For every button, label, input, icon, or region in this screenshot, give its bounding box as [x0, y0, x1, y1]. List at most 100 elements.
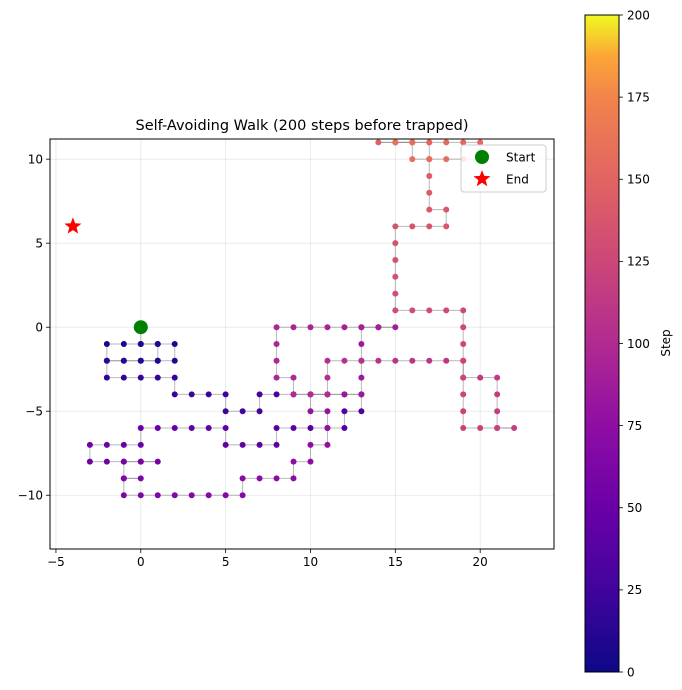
walk-point	[290, 475, 297, 482]
walk-point	[70, 39, 76, 45]
walk-point	[409, 89, 415, 95]
walk-point	[137, 458, 144, 465]
walk-point	[222, 391, 229, 398]
walk-point	[154, 357, 161, 364]
walk-point	[375, 324, 382, 331]
walk-point	[290, 324, 297, 331]
y-axis: −10 −5 0 5 10	[18, 152, 50, 503]
walk-point	[239, 408, 246, 415]
walk-point	[120, 374, 127, 381]
colorbar-tick-label: 150	[627, 173, 650, 187]
colorbar-tick-label: 75	[627, 419, 642, 433]
walk-point	[172, 89, 178, 95]
walk-point	[87, 89, 93, 95]
x-axis: −5 0 5 10 15 20	[47, 549, 488, 569]
walk-point	[375, 139, 382, 146]
colorbar: 0 25 50 75 100 125 150 175 200 Step	[584, 8, 673, 679]
walk-point	[409, 139, 416, 146]
walk-point	[392, 55, 398, 61]
walk-point	[70, 22, 76, 28]
walk-point	[392, 89, 398, 95]
walk-point	[86, 441, 93, 448]
walk-point	[171, 374, 178, 381]
walk-point	[171, 492, 178, 499]
walk-point	[392, 89, 398, 95]
walk-point	[188, 391, 195, 398]
walk-point	[120, 441, 127, 448]
walk-point	[341, 357, 348, 364]
walk-point	[104, 89, 110, 95]
walk-point	[460, 374, 467, 381]
walk-point	[460, 357, 467, 364]
walk-point	[426, 223, 433, 230]
walk-point	[358, 408, 365, 415]
walk-point	[87, 72, 93, 78]
walk-point	[358, 357, 365, 364]
walk-point	[189, 89, 195, 95]
walk-point	[103, 441, 110, 448]
walk-point	[341, 408, 348, 415]
x-tick-label: 0	[137, 555, 145, 569]
walk-point	[460, 391, 467, 398]
walk-point	[409, 307, 416, 314]
walk-point	[240, 55, 246, 61]
walk-point	[426, 357, 433, 364]
walk-point	[120, 357, 127, 364]
walk-point	[358, 89, 364, 95]
walk-point	[205, 391, 212, 398]
end-marker	[64, 217, 82, 234]
walk-point	[392, 223, 399, 230]
walk-point	[426, 156, 433, 163]
walk-point	[189, 55, 195, 61]
start-end-markers	[64, 217, 148, 335]
walk-point	[138, 89, 144, 95]
walk-point	[460, 139, 467, 146]
x-tick-label: 5	[222, 555, 230, 569]
walk-point	[222, 425, 229, 432]
walk-point	[155, 89, 161, 95]
walk-point	[103, 374, 110, 381]
walk-point	[273, 391, 280, 398]
walk-point	[273, 357, 280, 364]
plot-frame	[49, 138, 555, 550]
walk-point	[53, 39, 59, 45]
walk-point	[171, 357, 178, 364]
walk-point	[494, 425, 501, 432]
walk-point	[460, 324, 467, 331]
legend-end-label: End	[506, 173, 529, 187]
walk-point	[172, 89, 178, 95]
walk-point	[392, 357, 399, 364]
walk-point	[358, 391, 365, 398]
walk-point	[290, 458, 297, 465]
walk-point	[392, 139, 399, 146]
walk-point	[86, 458, 93, 465]
walk-point	[189, 89, 195, 95]
walk-point	[494, 391, 501, 398]
walk-point	[137, 475, 144, 482]
walk-point	[120, 341, 127, 347]
walk-point	[172, 55, 178, 61]
walk-point	[460, 408, 467, 415]
walk-point	[120, 475, 127, 482]
walk-point	[188, 492, 195, 499]
colorbar-tick-label: 175	[627, 90, 650, 104]
y-tick-label: 5	[35, 236, 43, 250]
x-tick-label: −5	[47, 555, 65, 569]
walk-point	[443, 357, 450, 364]
walk-point	[223, 55, 229, 61]
walk-point	[205, 425, 212, 432]
walk-point	[341, 425, 348, 432]
walk-point	[324, 55, 330, 61]
walk-point	[324, 441, 331, 448]
walk-point	[324, 324, 331, 331]
walk-point	[290, 425, 297, 432]
walk-point	[358, 374, 365, 381]
walk-point	[273, 374, 280, 381]
walk-point	[341, 391, 348, 398]
walk-point	[273, 425, 280, 432]
walk-point	[392, 106, 398, 112]
walk-point	[375, 357, 382, 364]
chart-title: Self-Avoiding Walk (200 steps before tra…	[136, 118, 469, 134]
walk-point	[171, 341, 178, 347]
